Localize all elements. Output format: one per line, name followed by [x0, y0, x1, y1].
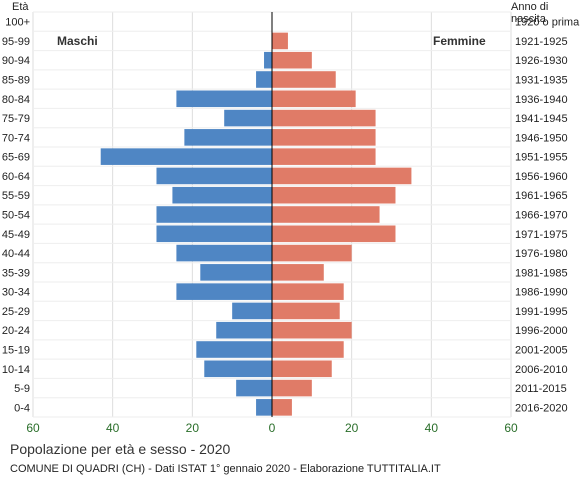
birth-year-tick-label: 2016-2020	[515, 402, 568, 414]
age-tick-label: 90-94	[2, 55, 30, 67]
age-tick-label: 45-49	[2, 229, 30, 241]
bar-male-30-34	[176, 283, 272, 300]
age-tick-label: 40-44	[2, 248, 30, 260]
bar-male-90-94	[264, 51, 272, 69]
bar-male-50-54	[156, 206, 272, 223]
bar-male-25-29	[232, 302, 272, 320]
bar-female-20-24	[272, 321, 352, 339]
bar-male-5-9	[236, 379, 272, 397]
age-tick-label: 65-69	[2, 152, 30, 164]
bar-female-15-19	[272, 341, 344, 358]
age-tick-label: 30-34	[2, 287, 30, 299]
age-tick-label: 20-24	[2, 325, 30, 337]
bar-male-80-84	[176, 90, 272, 108]
age-tick-label: 55-59	[2, 190, 30, 202]
birth-year-tick-label: 1920 o prima	[515, 17, 580, 29]
age-tick-label: 75-79	[2, 113, 30, 125]
birth-year-tick-label: 1991-1995	[515, 306, 568, 318]
x-tick-label: 60	[504, 421, 518, 435]
age-tick-label: 0-4	[14, 402, 30, 414]
bar-female-95-99	[272, 32, 288, 50]
x-tick-label: 20	[345, 421, 359, 435]
age-tick-label: 85-89	[2, 75, 30, 87]
age-tick-label: 100+	[5, 17, 30, 29]
bar-female-0-4	[272, 399, 292, 416]
birth-year-tick-label: 2006-2010	[515, 364, 568, 376]
birth-year-tick-label: 1936-1940	[515, 94, 568, 106]
series-label-female: Femmine	[433, 34, 486, 48]
bar-male-0-4	[256, 399, 272, 416]
bar-female-75-79	[272, 109, 376, 127]
bar-female-55-59	[272, 186, 396, 204]
x-tick-label: 60	[26, 421, 40, 435]
bar-male-85-89	[256, 71, 272, 88]
bar-female-25-29	[272, 302, 340, 320]
bar-female-35-39	[272, 264, 324, 281]
bar-female-10-14	[272, 360, 332, 378]
x-tick-label: 0	[269, 421, 276, 435]
bar-male-70-74	[184, 129, 272, 146]
birth-year-tick-label: 1946-1950	[515, 132, 568, 144]
birth-year-tick-label: 1941-1945	[515, 113, 568, 125]
birth-year-tick-label: 1926-1930	[515, 55, 568, 67]
bar-male-75-79	[224, 109, 272, 127]
age-tick-label: 60-64	[2, 171, 30, 183]
age-tick-label: 15-19	[2, 345, 30, 357]
bar-female-45-49	[272, 225, 396, 243]
chart-title: Popolazione per età e sesso - 2020	[10, 441, 231, 457]
age-tick-label: 80-84	[2, 94, 30, 106]
x-tick-label: 40	[106, 421, 120, 435]
x-tick-label: 20	[186, 421, 200, 435]
x-tick-label: 40	[425, 421, 439, 435]
birth-year-tick-label: 1981-1985	[515, 267, 568, 279]
age-tick-label: 35-39	[2, 267, 30, 279]
bar-male-45-49	[156, 225, 272, 243]
birth-year-tick-label: 2011-2015	[515, 383, 567, 395]
age-tick-label: 10-14	[2, 364, 30, 376]
bar-female-90-94	[272, 51, 312, 69]
bar-female-85-89	[272, 71, 336, 88]
age-tick-label: 95-99	[2, 36, 30, 48]
birth-year-tick-label: 1971-1975	[515, 229, 568, 241]
chart-subtitle: COMUNE DI QUADRI (CH) - Dati ISTAT 1° ge…	[10, 463, 441, 475]
bar-male-55-59	[172, 186, 272, 204]
bar-female-50-54	[272, 206, 380, 223]
age-tick-label: 70-74	[2, 132, 30, 144]
birth-year-tick-label: 1956-1960	[515, 171, 568, 183]
bar-female-60-64	[272, 167, 412, 185]
age-tick-label: 5-9	[14, 383, 30, 395]
bar-female-65-69	[272, 148, 376, 165]
bar-female-30-34	[272, 283, 344, 300]
birth-year-tick-label: 1966-1970	[515, 210, 568, 222]
birth-year-axis-header: Anno di nascita	[511, 1, 549, 25]
series-label-male: Maschi	[57, 34, 98, 48]
bar-male-15-19	[196, 341, 272, 358]
birth-year-tick-label: 1921-1925	[515, 36, 568, 48]
age-tick-label: 25-29	[2, 306, 30, 318]
bar-male-10-14	[204, 360, 272, 378]
bar-female-70-74	[272, 129, 376, 146]
birth-year-tick-label: 1931-1935	[515, 75, 568, 87]
birth-year-tick-label: 1976-1980	[515, 248, 568, 260]
birth-year-tick-label: 1986-1990	[515, 287, 568, 299]
bar-male-20-24	[216, 321, 272, 339]
bar-female-40-44	[272, 244, 352, 262]
bar-female-80-84	[272, 90, 356, 108]
birth-year-tick-label: 1996-2000	[515, 325, 568, 337]
bar-male-40-44	[176, 244, 272, 262]
bar-male-60-64	[156, 167, 272, 185]
birth-year-tick-label: 1961-1965	[515, 190, 568, 202]
bar-male-65-69	[100, 148, 272, 165]
birth-year-tick-label: 2001-2005	[515, 345, 568, 357]
age-tick-label: 50-54	[2, 210, 30, 222]
birth-year-tick-label: 1951-1955	[515, 152, 568, 164]
bar-male-35-39	[200, 264, 272, 281]
age-axis-header: Età	[12, 1, 29, 13]
bar-female-5-9	[272, 379, 312, 397]
